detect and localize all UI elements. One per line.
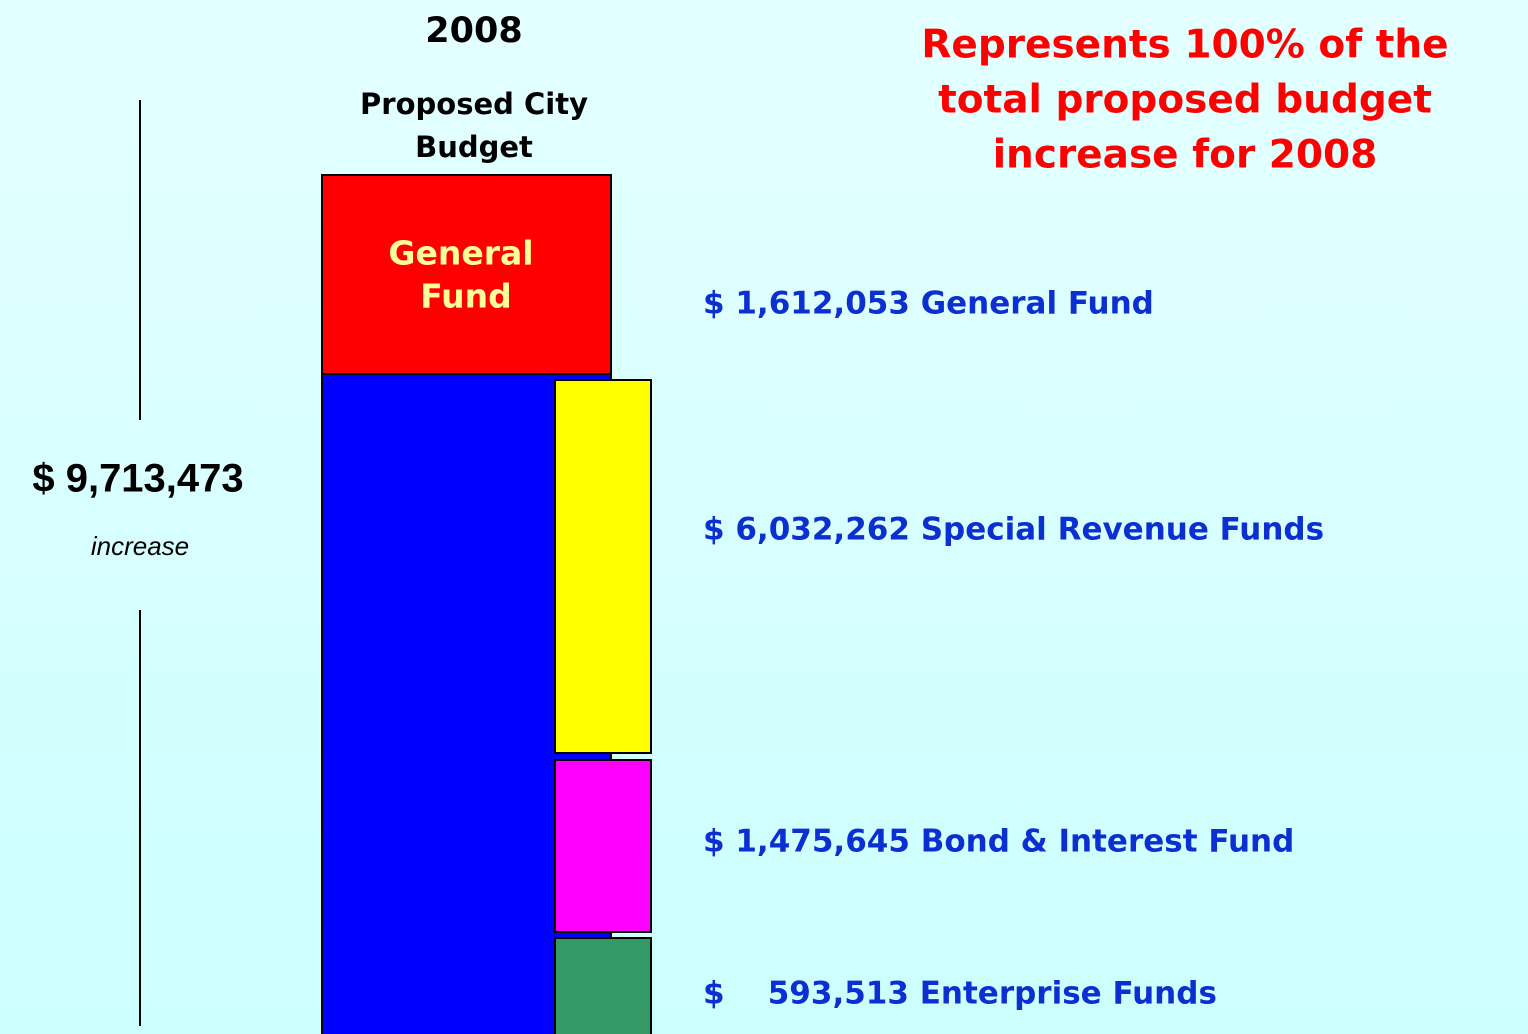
- special-revenue-block: [554, 379, 652, 754]
- column-title: Proposed City: [360, 87, 588, 121]
- headline: Represents 100% of the: [921, 23, 1448, 68]
- fund-label: $ 1,475,645 Bond & Interest Fund: [703, 824, 1294, 860]
- box-label: General: [388, 234, 533, 273]
- box-label: Fund: [420, 277, 512, 316]
- fund-label: $ 593,513 Enterprise Funds: [703, 976, 1217, 1012]
- year: 2008: [425, 11, 522, 51]
- bond-block: [554, 759, 652, 933]
- fund-label: $ 1,612,053 General Fund: [703, 286, 1154, 322]
- headline: increase for 2008: [993, 133, 1378, 178]
- enterprise-block: [554, 937, 652, 1034]
- total-amount: $ 9,713,473: [32, 457, 243, 501]
- headline: total proposed budget: [938, 78, 1432, 123]
- fund-label: $ 6,032,262 Special Revenue Funds: [703, 512, 1324, 548]
- column-title: Budget: [415, 130, 533, 164]
- general-fund-block: [321, 174, 612, 375]
- total-note: increase: [91, 531, 189, 561]
